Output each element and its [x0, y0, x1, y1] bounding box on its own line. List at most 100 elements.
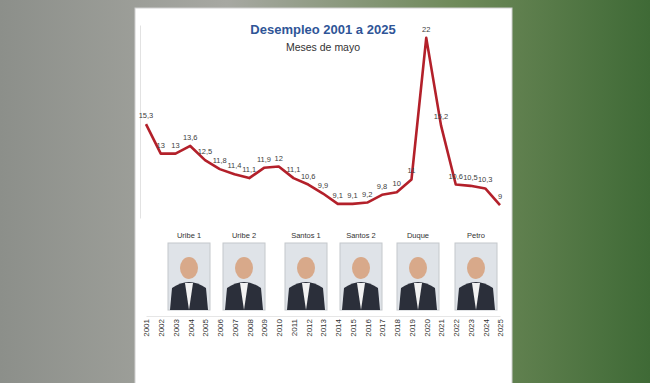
x-tick-label: 2010 [275, 318, 284, 336]
x-tick-label: 2021 [437, 318, 446, 336]
portrait-body [225, 282, 263, 310]
x-tick: 2002 [157, 316, 166, 337]
portrait: Duque [397, 231, 439, 310]
data-labels: 15,3131313,612,511,811,411,111,91211,110… [139, 25, 502, 201]
x-tick-label: 2016 [364, 318, 373, 336]
x-tick: 2018 [393, 316, 402, 337]
data-label: 13 [157, 141, 165, 150]
x-tick: 2023 [467, 316, 476, 337]
x-tick-label: 2024 [482, 318, 491, 336]
x-tick-label: 2004 [187, 318, 196, 336]
x-tick-label: 2014 [334, 318, 343, 336]
x-tick-label: 2012 [305, 318, 314, 336]
x-tick-label: 2006 [216, 318, 225, 336]
line [146, 38, 500, 205]
data-label: 11,1 [286, 165, 300, 174]
portrait: Petro [455, 231, 497, 310]
portrait-frame [285, 243, 327, 310]
x-tick-label: 2001 [142, 318, 151, 336]
x-tick: 2013 [319, 316, 328, 337]
plot-area [146, 38, 500, 205]
x-tick-label: 2011 [290, 318, 299, 336]
x-tick-label: 2023 [467, 318, 476, 336]
x-tick: 2010 [275, 316, 284, 337]
data-label: 11 [408, 166, 416, 175]
portrait-body [287, 282, 325, 310]
data-label: 15,2 [434, 112, 449, 121]
x-tick-label: 2025 [496, 318, 505, 336]
portraits: Uribe 1 Uribe 2 Santos 1 Santos 2 Duque Petro [168, 231, 497, 310]
x-tick: 2006 [216, 316, 225, 337]
x-tick-label: 2018 [393, 318, 402, 336]
portrait: Uribe 2 [223, 231, 265, 310]
portrait-head [352, 257, 370, 279]
x-tick: 2008 [246, 316, 255, 337]
x-tick: 2017 [378, 316, 387, 337]
data-label: 11,9 [257, 155, 271, 164]
x-tick: 2021 [437, 316, 446, 337]
data-label: 10,5 [463, 173, 478, 182]
data-label: 11,4 [227, 161, 241, 170]
portrait-shirt [185, 283, 193, 310]
panel [135, 8, 512, 383]
data-label: 11,1 [242, 165, 256, 174]
portrait-head [297, 257, 315, 279]
x-axis: 2001 2002 2003 2004 2005 2006 2007 2008 2009 2010… [142, 316, 505, 337]
x-tick-label: 2003 [172, 318, 181, 336]
subtitle: Meses de mayo [286, 41, 360, 53]
annotation: Uribe 1 [177, 231, 201, 240]
data-label: 10,6 [448, 172, 463, 181]
portrait: Uribe 1 [168, 231, 210, 310]
x-tick: 2011 [290, 316, 299, 336]
portrait-head [467, 257, 485, 279]
x-tick: 2004 [187, 316, 196, 337]
data-label: 9 [498, 192, 502, 201]
x-tick-label: 2017 [378, 318, 387, 336]
data-label: 9,8 [377, 182, 387, 191]
portrait-body [457, 282, 495, 310]
portrait-shirt [302, 283, 310, 310]
x-tick-label: 2007 [231, 318, 240, 336]
x-tick: 2003 [172, 316, 181, 337]
y-axis [140, 26, 141, 219]
portrait-head [180, 257, 198, 279]
data-label: 15,3 [139, 111, 154, 120]
portrait-body [399, 282, 437, 310]
x-tick: 2001 [142, 316, 151, 337]
data-label: 10 [393, 179, 401, 188]
data-label: 13 [171, 141, 179, 150]
x-tick-label: 2002 [157, 318, 166, 336]
data-label: 9,9 [318, 181, 328, 190]
data-label: 11,8 [213, 156, 227, 165]
data-label: 12,5 [198, 147, 213, 156]
data-label: 9,1 [333, 191, 343, 200]
x-tick-label: 2009 [260, 318, 269, 336]
x-tick-label: 2015 [349, 318, 358, 336]
portrait-body [170, 282, 208, 310]
data-label: 9,1 [347, 191, 357, 200]
x-tick: 2014 [334, 316, 343, 337]
x-tick-label: 2020 [423, 318, 432, 336]
x-axis-line [147, 316, 501, 317]
portrait-head [409, 257, 427, 279]
portrait-frame [340, 243, 382, 310]
chart: Desempleo 2001 a 2025Meses de mayo15,313… [0, 0, 650, 383]
annotation: Santos 2 [346, 231, 376, 240]
x-tick-label: 2013 [319, 318, 328, 336]
x-tick: 2016 [364, 316, 373, 337]
annotation: Duque [407, 231, 429, 240]
annotation: Petro [467, 231, 485, 240]
data-label: 9,2 [362, 190, 372, 199]
data-label: 13,6 [183, 133, 198, 142]
portrait: Santos 1 [285, 231, 327, 310]
portrait: Santos 2 [340, 231, 382, 310]
x-tick: 2005 [201, 316, 210, 337]
x-tick-label: 2008 [246, 318, 255, 336]
x-tick: 2022 [452, 316, 461, 337]
portrait-frame [168, 243, 210, 310]
annotation: Santos 1 [291, 231, 321, 240]
x-tick: 2020 [423, 316, 432, 337]
portrait-head [235, 257, 253, 279]
x-tick: 2015 [349, 316, 358, 337]
portrait-frame [455, 243, 497, 310]
